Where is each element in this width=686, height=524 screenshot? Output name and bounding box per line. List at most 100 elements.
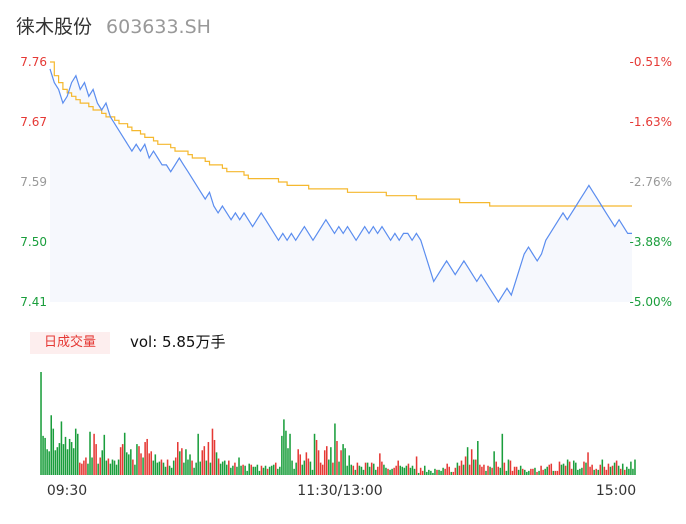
volume-bar xyxy=(66,449,69,475)
volume-bar xyxy=(481,466,483,475)
volume-bar xyxy=(624,469,626,475)
volume-bar xyxy=(393,467,395,475)
volume-bar xyxy=(426,471,428,475)
volume-bar xyxy=(79,462,81,475)
volume-bar xyxy=(536,471,538,475)
time-tick-label: 15:00 xyxy=(596,483,636,499)
volume-bar xyxy=(428,469,430,475)
time-tick-label: 09:30 xyxy=(47,483,87,499)
volume-bar xyxy=(562,463,565,475)
volume-bar xyxy=(270,465,273,475)
volume-bar xyxy=(611,465,614,475)
volume-bar xyxy=(483,464,485,475)
price-tick-label: 7.41 xyxy=(20,295,47,309)
volume-bar xyxy=(366,462,369,475)
volume-bar xyxy=(475,459,477,475)
volume-bar xyxy=(403,467,406,475)
volume-bar xyxy=(166,459,169,475)
volume-bar xyxy=(421,470,424,475)
volume-bar xyxy=(40,372,42,475)
volume-bar xyxy=(121,444,124,475)
volume-bar xyxy=(434,468,436,475)
volume-badge[interactable]: 日成交量 xyxy=(30,332,110,354)
volume-bar xyxy=(313,433,316,475)
volume-bar xyxy=(330,447,332,475)
volume-bar xyxy=(419,467,422,475)
volume-bar xyxy=(146,438,148,475)
volume-bar xyxy=(48,451,50,475)
volume-bar xyxy=(58,443,61,475)
volume-bar xyxy=(111,459,114,475)
volume-bar xyxy=(46,449,48,475)
volume-bar xyxy=(413,468,416,475)
stock-code: 603633.SH xyxy=(106,16,211,38)
volume-bar xyxy=(72,448,75,475)
volume-bar xyxy=(279,466,281,475)
volume-bar xyxy=(262,467,265,475)
volume-bar xyxy=(491,467,493,475)
volume-bar xyxy=(593,469,595,475)
volume-bar xyxy=(432,472,434,475)
volume-bar xyxy=(387,468,389,475)
volume-bar xyxy=(352,465,355,475)
volume-bar xyxy=(152,460,155,475)
volume-bar xyxy=(448,466,451,475)
volume-bar xyxy=(287,448,289,475)
volume-bar xyxy=(272,464,275,475)
volume-bar xyxy=(454,467,457,475)
volume-bar xyxy=(274,462,277,475)
volume-bar xyxy=(215,452,218,475)
volume-bar xyxy=(501,433,504,475)
volume-bar xyxy=(595,468,597,475)
volume-bar xyxy=(423,465,426,475)
volume-bar xyxy=(70,442,73,475)
volume-bar xyxy=(328,459,330,475)
volume-bar xyxy=(52,428,55,475)
volume-bar xyxy=(68,438,71,475)
volume-bar xyxy=(503,462,506,475)
volume-bar xyxy=(179,451,181,475)
volume-bar xyxy=(442,467,444,475)
volume-bar xyxy=(568,461,571,475)
volume-bar xyxy=(338,461,340,475)
volume-bar xyxy=(511,470,514,475)
volume-bar xyxy=(560,464,563,475)
volume-bar xyxy=(258,470,261,475)
volume-bar xyxy=(191,460,193,475)
volume-bar xyxy=(613,462,616,475)
volume-bar xyxy=(617,465,620,475)
volume-bar xyxy=(83,460,85,475)
volume-bar xyxy=(307,458,310,475)
volume-bar xyxy=(526,471,528,475)
volume-bar xyxy=(95,444,97,475)
percent-tick-label: -5.00% xyxy=(630,295,672,309)
volume-bar xyxy=(311,469,314,475)
volume-bar xyxy=(93,433,95,475)
volume-bar xyxy=(185,449,187,475)
volume-bar xyxy=(581,467,583,475)
volume-bar xyxy=(521,468,524,475)
volume-bar xyxy=(156,462,159,475)
volume-bar xyxy=(289,433,291,475)
volume-bar xyxy=(358,465,361,475)
volume-bar xyxy=(56,447,59,475)
volume-bar xyxy=(538,470,540,475)
volume-bar xyxy=(181,448,183,475)
volume-bar xyxy=(319,462,322,475)
volume-bar xyxy=(125,452,128,475)
volume-bar xyxy=(105,460,108,475)
volume-bar xyxy=(250,464,253,475)
volume-bar xyxy=(136,444,138,475)
volume-bar xyxy=(285,430,287,475)
volume-bar xyxy=(54,450,57,475)
volume-bar xyxy=(223,460,226,475)
volume-bar xyxy=(372,463,375,475)
volume-bar xyxy=(605,469,608,475)
volume-bar xyxy=(456,462,459,475)
volume-bar xyxy=(323,450,326,475)
volume-bar xyxy=(499,467,502,475)
volume-bar xyxy=(342,444,344,475)
volume-bar xyxy=(303,460,306,475)
volume-bar xyxy=(238,457,240,475)
stock-name: 徕木股份 xyxy=(16,16,93,38)
